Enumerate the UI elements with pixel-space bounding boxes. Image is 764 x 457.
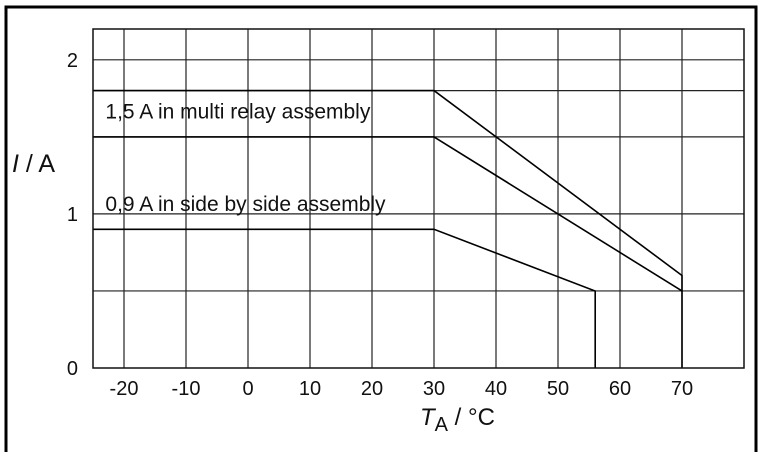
x-tick-label: 0	[242, 378, 253, 400]
annotation-label: 1,5 A in multi relay assembly	[105, 100, 370, 123]
x-axis-label: TA / °C	[420, 404, 495, 436]
x-tick-label: 70	[671, 378, 693, 400]
y-tick-label: 0	[67, 358, 78, 380]
x-axis-unit: / °C	[448, 404, 495, 431]
plot-area-border	[92, 28, 745, 369]
series-line	[93, 136, 683, 368]
x-axis-symbol: T	[420, 404, 437, 431]
x-tick-label: 60	[609, 378, 631, 400]
y-axis-unit: / A	[19, 150, 55, 178]
x-tick-label: 30	[423, 378, 445, 400]
annotations: 1,5 A in multi relay assembly 0,9 A in si…	[105, 100, 386, 215]
series-line	[93, 89, 683, 291]
y-axis-label: I / A	[12, 150, 55, 178]
x-tick-label: 20	[361, 378, 383, 400]
annotation-label: 0,9 A in side by side assembly	[105, 193, 386, 216]
series-line	[93, 228, 597, 368]
outer-border	[4, 5, 758, 457]
tick-labels: -20 -10 0 10 20 30 40 50 60 70 0 1 2	[67, 50, 693, 400]
x-tick-label: -20	[110, 378, 139, 400]
y-tick-label: 1	[67, 204, 78, 226]
series-lines	[93, 89, 683, 368]
y-tick-label: 2	[67, 50, 78, 72]
x-tick-label: 50	[547, 378, 569, 400]
x-axis-subscript: A	[435, 414, 449, 436]
x-tick-label: 40	[485, 378, 507, 400]
x-tick-label: 10	[299, 378, 321, 400]
y-axis-symbol: I	[12, 150, 19, 178]
x-tick-label: -10	[172, 378, 201, 400]
